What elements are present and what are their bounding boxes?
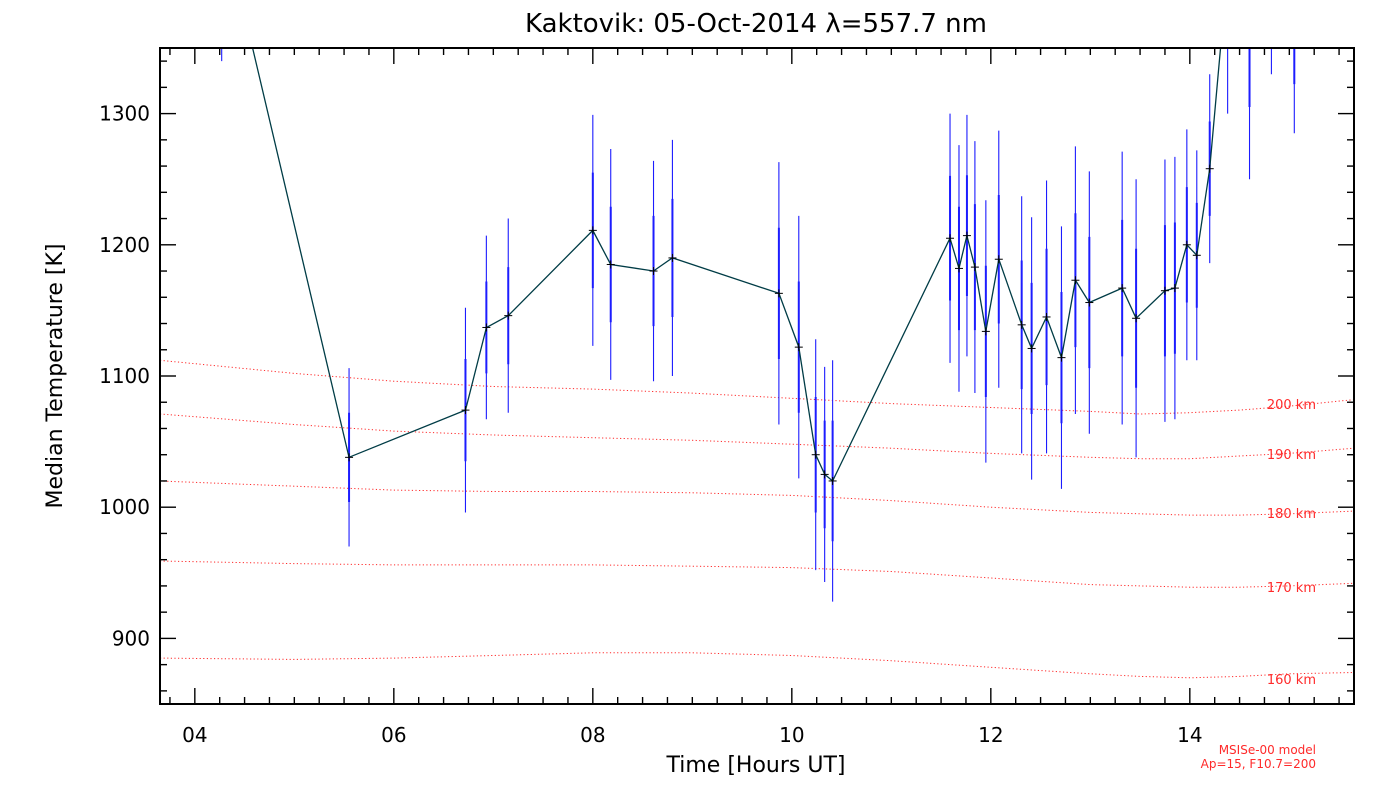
data-point (820, 470, 829, 479)
model-curve-label: 190 km (1267, 448, 1316, 463)
model-curve-label: 200 km (1267, 398, 1316, 413)
x-tick-label: 04 (182, 723, 207, 747)
data-point (1132, 314, 1141, 323)
model-params-note: Ap=15, F10.7=200 (1201, 757, 1316, 771)
data-point (606, 260, 615, 269)
model-curve-label: 180 km (1267, 507, 1316, 522)
data-point (1085, 298, 1094, 307)
error-bars (221, 48, 1296, 602)
data-point (981, 327, 990, 336)
model-curves (160, 359, 1354, 679)
axes: 04 06 08 10 12 14 900 1000 1100 1200 1300 (99, 47, 1355, 747)
model-curve (160, 413, 1354, 460)
data-point (1071, 276, 1080, 285)
model-curve (160, 480, 1354, 516)
model-curve (160, 560, 1354, 588)
x-tick-label: 08 (580, 723, 605, 747)
data-point (1027, 344, 1036, 353)
data-point (962, 231, 971, 240)
data-point (1205, 164, 1214, 173)
y-tick-label: 1200 (99, 233, 150, 257)
y-tick-label: 1100 (99, 364, 150, 388)
y-axis-label: Median Temperature [K] (43, 244, 68, 509)
model-curve-label: 170 km (1267, 581, 1316, 596)
data-point (954, 264, 963, 273)
data-point (794, 343, 803, 352)
data-point (1118, 284, 1127, 293)
data-point (1192, 251, 1201, 260)
model-curve-label: 160 km (1267, 673, 1316, 688)
data-point (1042, 312, 1051, 321)
data-point (668, 253, 677, 262)
data-point (504, 311, 513, 320)
data-point (970, 263, 979, 272)
data-point (1017, 320, 1026, 329)
data-point (461, 406, 470, 415)
series-line (251, 48, 1222, 483)
x-tick-label: 06 (381, 723, 406, 747)
data-series (251, 31, 1298, 485)
chart-title: Kaktovik: 05-Oct-2014 λ=557.7 nm (525, 9, 987, 39)
data-point (1246, 31, 1254, 39)
data-point (828, 476, 837, 485)
data-point (1057, 353, 1066, 362)
data-point (1160, 286, 1169, 295)
x-tick-label: 10 (779, 723, 804, 747)
data-point (994, 255, 1003, 264)
data-point (1170, 284, 1179, 293)
x-tick-label: 12 (978, 723, 1003, 747)
data-point (811, 450, 820, 459)
data-point (588, 226, 597, 235)
y-tick-label: 1300 (99, 102, 150, 126)
y-tick-label: 1000 (99, 495, 150, 519)
data-point (1290, 31, 1298, 39)
model-curve (160, 652, 1354, 679)
data-point (649, 267, 658, 276)
data-point (946, 234, 955, 243)
x-axis-label: Time [Hours UT] (666, 753, 846, 778)
x-tick-label: 14 (1177, 723, 1202, 747)
data-point (774, 289, 783, 298)
y-tick-label: 900 (112, 626, 150, 650)
model-curve-labels: 200 km 190 km 180 km 170 km 160 km (1267, 398, 1316, 688)
model-name-note: MSISe-00 model (1219, 743, 1316, 757)
data-point (345, 453, 354, 462)
data-point (1182, 240, 1191, 249)
data-point (482, 323, 491, 332)
